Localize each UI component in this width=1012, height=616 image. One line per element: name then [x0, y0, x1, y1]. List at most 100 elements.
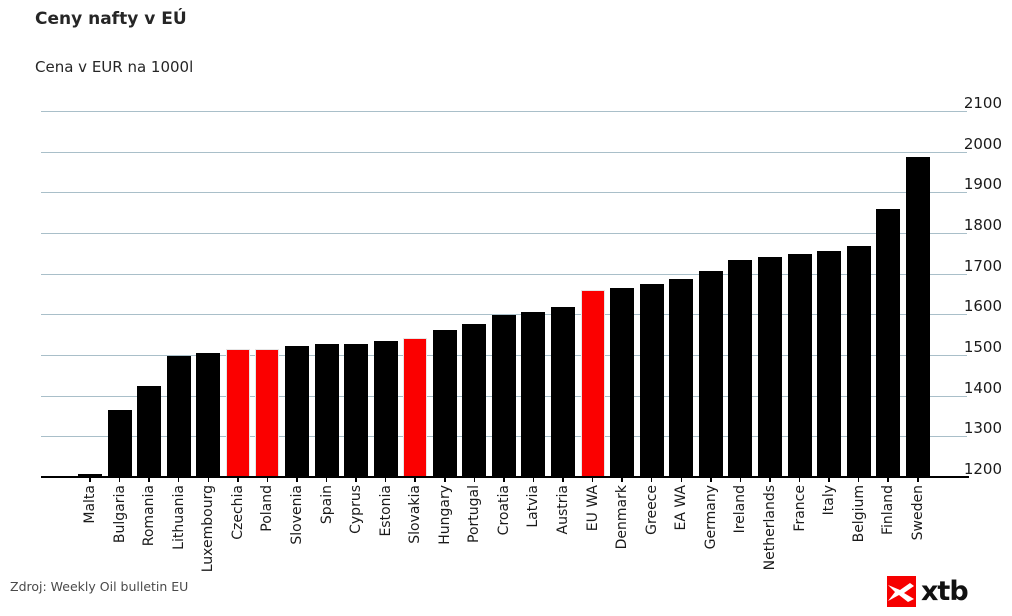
x-axis-tick [591, 477, 594, 482]
x-cell-italy: Italy [817, 477, 841, 572]
x-tick-label-eu-wa: EU WA [584, 485, 601, 532]
x-tick-label-hungary: Hungary [436, 485, 453, 545]
x-axis-tick [355, 477, 357, 482]
x-tick-label-france: France [791, 485, 808, 532]
x-tick-label-croatia: Croatia [495, 485, 512, 536]
y-tick-label-2100: 2100 [963, 94, 1002, 112]
x-axis-labels: Malta Bulgaria Romania Lithuania Luxembourg C… [78, 477, 930, 572]
x-tick-label-cyprus: Cyprus [348, 485, 365, 534]
x-axis-tick [207, 477, 209, 482]
bar-slovenia [284, 345, 309, 477]
source-text: Zdroj: Weekly Oil bulletin EU [10, 579, 189, 594]
x-tick-label-ireland: Ireland [732, 485, 749, 534]
x-axis-tick [710, 477, 712, 482]
x-axis-tick [473, 477, 476, 482]
y-tick-label-1300: 1300 [963, 419, 1002, 438]
x-axis-tick [798, 477, 801, 482]
x-cell-czechia: Czechia [226, 477, 250, 572]
y-tick-label-1200: 1200 [963, 460, 1002, 478]
x-cell-sweden: Sweden [906, 477, 930, 572]
plot-area [41, 111, 969, 478]
x-cell-slovakia: Slovakia [403, 477, 427, 572]
x-tick-label-bulgaria: Bulgaria [111, 485, 128, 544]
xtb-logo-text: xtb [921, 576, 969, 607]
bar-cyprus [344, 343, 369, 477]
x-tick-label-belgium: Belgium [850, 485, 867, 543]
bar-sweden [905, 157, 930, 477]
x-tick-label-netherlands: Netherlands [761, 485, 778, 571]
x-tick-label-poland: Poland [259, 485, 276, 532]
gridline-2100 [41, 111, 967, 112]
bar-spain [314, 343, 339, 477]
bar-france [787, 254, 812, 477]
x-cell-luxembourg: Luxembourg [196, 477, 220, 572]
bar-belgium [846, 246, 871, 477]
chart-title: Ceny nafty v EÚ [35, 9, 187, 29]
bar-croatia [491, 314, 516, 477]
bar-greece [639, 284, 664, 477]
gridline-1700 [41, 273, 967, 275]
x-axis-line [41, 476, 969, 478]
x-cell-spain: Spain [315, 477, 339, 572]
x-axis-tick [857, 477, 860, 482]
bar-eu-wa [580, 290, 605, 477]
x-cell-germany: Germany [699, 477, 723, 572]
y-tick-label-1400: 1400 [963, 378, 1002, 397]
y-tick-label-1600: 1600 [963, 297, 1002, 316]
bar-luxembourg [196, 352, 221, 477]
y-tick-label-1800: 1800 [963, 216, 1002, 234]
x-axis-tick [384, 477, 387, 482]
x-cell-croatia: Croatia [492, 477, 516, 572]
x-cell-estonia: Estonia [374, 477, 398, 572]
bar-romania [137, 385, 162, 477]
x-axis-tick [680, 477, 682, 482]
x-axis-tick [650, 477, 653, 482]
x-cell-hungary: Hungary [433, 477, 457, 572]
bar-latvia [521, 311, 546, 477]
x-axis-tick [828, 477, 830, 482]
bar-austria [551, 307, 575, 477]
gridline-2000 [41, 151, 967, 153]
bar-slovakia [403, 338, 428, 477]
x-axis-tick [177, 477, 180, 482]
x-cell-slovenia: Slovenia [285, 477, 309, 572]
x-cell-finland: Finland [876, 477, 900, 572]
x-cell-ireland: Ireland [728, 477, 752, 572]
x-tick-label-latvia: Latvia [525, 485, 542, 528]
x-cell-lithuania: Lithuania [167, 477, 191, 572]
x-axis-tick [89, 477, 91, 482]
x-tick-label-sweden: Sweden [909, 485, 926, 541]
x-axis-tick [118, 477, 121, 482]
x-tick-label-ea-wa: EA WA [673, 485, 690, 531]
x-axis-tick [532, 477, 535, 482]
x-cell-ea-wa: EA WA [669, 477, 693, 572]
x-axis-tick [296, 477, 298, 482]
x-axis-tick [266, 477, 269, 482]
x-tick-label-luxembourg: Luxembourg [200, 485, 217, 573]
x-tick-label-lithuania: Lithuania [170, 485, 187, 550]
bar-ea-wa [669, 279, 694, 477]
x-tick-label-spain: Spain [318, 485, 335, 525]
gridline-1800 [41, 233, 967, 234]
x-cell-france: France [788, 477, 812, 572]
xtb-logo-icon [887, 576, 916, 607]
x-tick-label-slovenia: Slovenia [288, 485, 305, 545]
x-axis-tick [503, 477, 505, 482]
bar-hungary [432, 330, 457, 477]
x-tick-label-greece: Greece [643, 485, 660, 535]
y-tick-label-1900: 1900 [963, 175, 1002, 194]
x-cell-cyprus: Cyprus [344, 477, 368, 572]
bar-netherlands [757, 257, 782, 477]
y-tick-label-2000: 2000 [963, 134, 1002, 153]
bar-finland [876, 208, 901, 477]
bar-lithuania [166, 355, 191, 477]
chart-subtitle: Cena v EUR na 1000l [35, 58, 194, 76]
x-cell-romania: Romania [137, 477, 161, 572]
gridline-1900 [41, 192, 967, 194]
bar-denmark [610, 288, 635, 477]
bar-ireland [728, 259, 753, 477]
bar-poland [255, 348, 280, 477]
bar-bulgaria [107, 409, 132, 477]
bar-czechia [225, 348, 250, 477]
